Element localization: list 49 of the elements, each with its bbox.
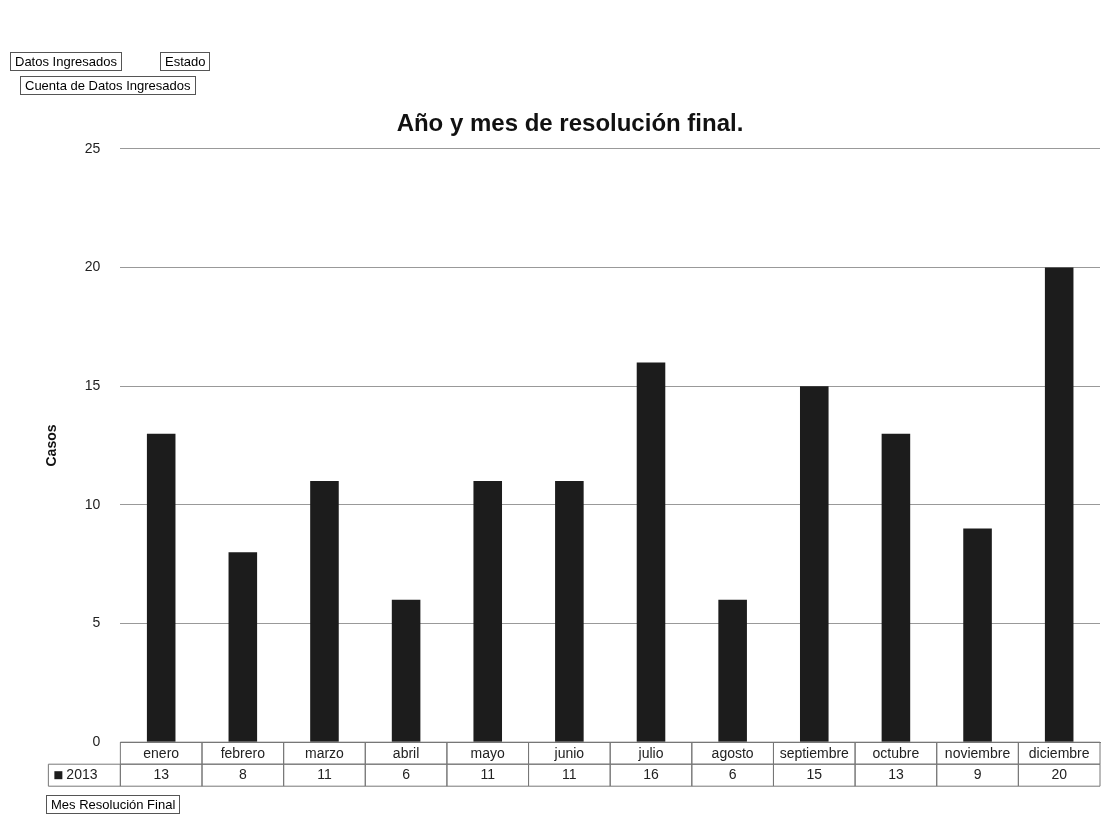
bar xyxy=(310,481,339,742)
bar xyxy=(555,481,584,742)
data-label: 11 xyxy=(317,766,332,783)
text: Datos Ingresados xyxy=(10,52,122,71)
data-label: 6 xyxy=(728,766,737,783)
x-tick-label: julio xyxy=(637,745,664,762)
data-label: 13 xyxy=(888,766,904,783)
x-axis-title: Mes Resolución Final xyxy=(46,795,181,814)
data-label: 20 xyxy=(1051,766,1068,783)
data-label: 15 xyxy=(806,766,823,783)
x-tick-label: agosto xyxy=(711,745,754,762)
bar xyxy=(473,481,503,742)
y-tick-label: 15 xyxy=(84,377,101,394)
data-label: 11 xyxy=(480,766,496,783)
bar xyxy=(799,386,829,742)
x-tick-label: diciembre xyxy=(1028,745,1090,762)
x-tick-label: febrero xyxy=(220,745,266,762)
bar xyxy=(636,362,666,742)
y-tick-label: 0 xyxy=(92,733,101,750)
text: Estado xyxy=(160,52,211,71)
x-tick-label: marzo xyxy=(305,745,345,762)
y-tick-label: 10 xyxy=(84,495,101,512)
data-label: 11 xyxy=(562,766,577,783)
y-tick-label: 25 xyxy=(84,139,101,156)
x-tick-label: abril xyxy=(392,745,420,762)
text: Cuenta de Datos Ingresados xyxy=(20,76,196,95)
x-tick-label: junio xyxy=(553,745,585,762)
x-tick-label: octubre xyxy=(872,745,920,762)
data-label: 16 xyxy=(643,766,659,783)
x-tick-label: noviembre xyxy=(944,745,1011,762)
bar xyxy=(1044,267,1074,742)
x-tick-label: mayo xyxy=(470,745,506,762)
x-tick-label: septiembre xyxy=(779,745,850,762)
bar xyxy=(146,433,176,742)
data-label: 6 xyxy=(402,766,411,783)
bar xyxy=(228,552,258,742)
chart-title: Año y mes de resolución final. xyxy=(396,109,744,137)
bar xyxy=(391,599,421,742)
x-tick-label: enero xyxy=(143,745,180,762)
bar xyxy=(718,599,747,742)
y-tick-label: 5 xyxy=(92,614,101,631)
bar xyxy=(881,433,911,742)
y-tick-label: 20 xyxy=(84,258,101,275)
y-axis-title: Casos xyxy=(43,424,60,467)
data-label: 9 xyxy=(973,766,982,783)
bar xyxy=(963,528,992,742)
data-label: 13 xyxy=(153,766,170,783)
data-label: 8 xyxy=(238,766,247,783)
legend-label: 2013 xyxy=(66,766,98,783)
